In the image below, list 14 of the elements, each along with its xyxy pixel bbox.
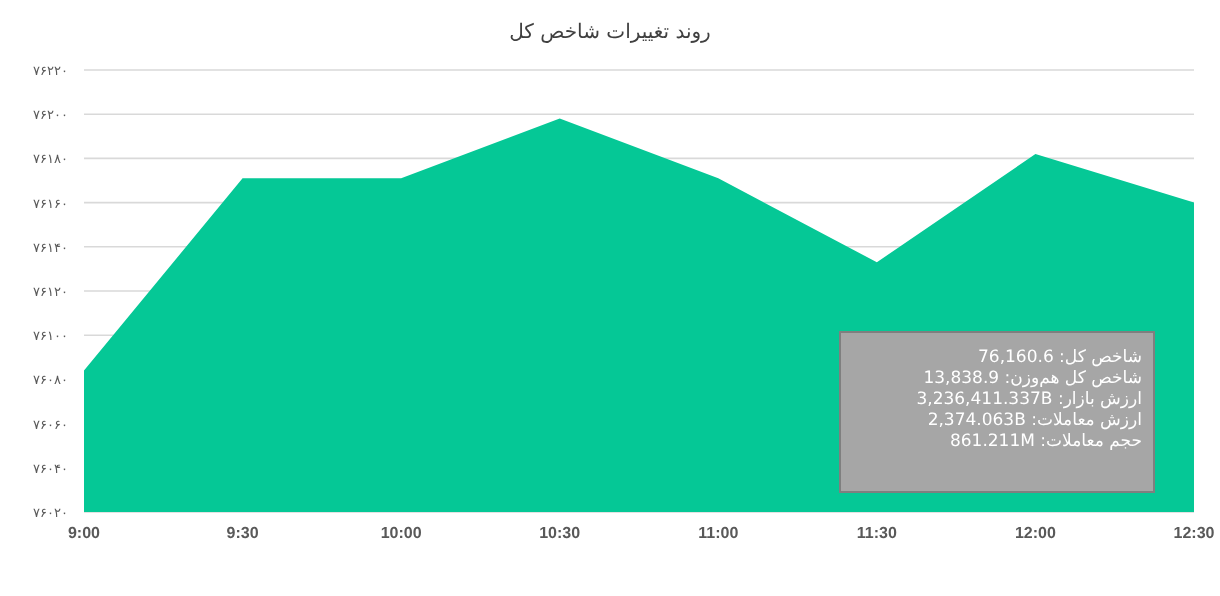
x-tick-label: 11:30 [856, 524, 898, 542]
annotation: شاخص کل: 76,160.6 [978, 348, 1142, 368]
annotation: حجم معاملات: 861.211M [949, 432, 1142, 452]
annotation: ارزش بازار: 3,236,411.337B [916, 390, 1142, 410]
x-tick-label: 9:00 [67, 524, 102, 542]
x-tick-label: 10:00 [380, 524, 423, 542]
x-tick-label: 10:30 [539, 524, 582, 542]
x-tick-label: 12:00 [1014, 524, 1057, 542]
x-tick-label: 9:30 [226, 524, 260, 542]
x-tick-label: 12:30 [1173, 524, 1216, 542]
annotation: ارزش معاملات: 2,374.063B [927, 411, 1142, 431]
x-tick-label: 11:00 [698, 524, 740, 542]
chart-title: روند تغییرات شاخص کل [509, 22, 712, 44]
annotation: شاخص کل هم‌وزن: 13,838.9 [923, 369, 1142, 389]
